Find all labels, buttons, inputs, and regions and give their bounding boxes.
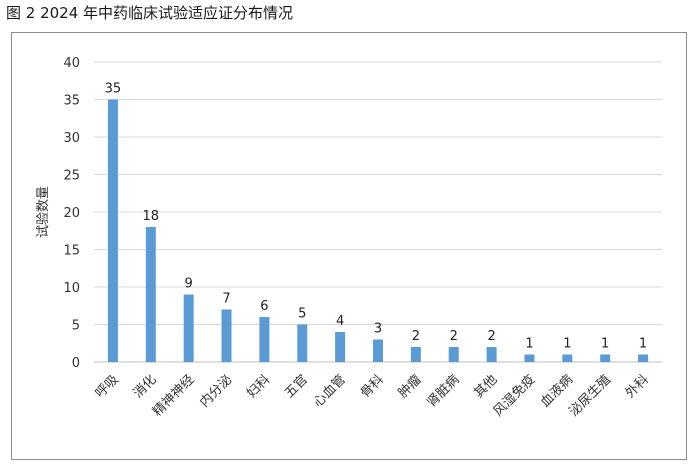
x-tick-label: 泌尿生殖 — [566, 372, 614, 420]
bars — [107, 99, 649, 362]
x-tick-label: 消化 — [131, 372, 160, 401]
figure-caption: 图 2 2024 年中药临床试验适应证分布情况 — [6, 4, 294, 22]
y-axis-label: 试验数量 — [35, 186, 51, 238]
y-tick-label: 5 — [72, 319, 80, 334]
x-tick-label: 五官 — [281, 372, 311, 402]
data-labels: 35 18 9 7 6 5 4 3 2 2 2 1 1 1 1 — [105, 82, 648, 352]
bar — [448, 347, 459, 362]
x-tick-label: 骨科 — [358, 372, 387, 401]
bar — [145, 227, 156, 362]
data-label: 1 — [639, 337, 647, 352]
data-label: 2 — [487, 329, 495, 344]
y-tick-label: 0 — [72, 356, 80, 371]
x-tick-label: 内分泌 — [196, 372, 235, 411]
data-label: 1 — [563, 337, 571, 352]
data-label: 1 — [525, 337, 533, 352]
y-tick-label: 25 — [63, 169, 80, 184]
bar — [183, 294, 194, 362]
gridlines — [94, 61, 662, 363]
x-tick-label: 肾脏病 — [424, 372, 462, 410]
x-tick-label: 其他 — [471, 372, 500, 401]
y-tick-label: 35 — [63, 94, 80, 109]
data-label: 9 — [185, 277, 193, 292]
x-tick-label: 精神神经 — [150, 372, 197, 419]
y-tick-label: 30 — [63, 131, 80, 146]
bar — [410, 347, 421, 362]
bar — [335, 332, 346, 362]
data-label: 2 — [412, 329, 420, 344]
bar — [297, 324, 308, 362]
y-tick-label: 40 — [63, 56, 80, 71]
x-tick-label: 风湿免疫 — [490, 372, 538, 420]
data-label: 2 — [450, 329, 458, 344]
bar — [221, 309, 232, 362]
y-tick-label: 20 — [63, 206, 80, 221]
y-tick-label: 10 — [63, 281, 80, 296]
data-label: 7 — [222, 292, 230, 307]
data-label: 3 — [374, 322, 382, 337]
data-label: 1 — [601, 337, 609, 352]
bar — [373, 339, 383, 362]
data-label: 4 — [336, 314, 344, 329]
data-label: 18 — [143, 209, 160, 224]
bar — [600, 354, 611, 362]
bar — [259, 317, 270, 362]
x-tick-label: 外科 — [623, 372, 652, 401]
x-tick-label: 呼吸 — [93, 372, 122, 401]
y-tick-label: 15 — [63, 244, 80, 259]
bar — [486, 347, 497, 362]
x-tick-label: 心血管 — [311, 372, 349, 410]
data-label: 35 — [105, 82, 122, 97]
data-label: 6 — [260, 299, 268, 314]
x-tick-label: 妇科 — [244, 372, 274, 402]
chart-frame — [11, 32, 687, 460]
x-tick-label: 肿瘤 — [395, 372, 425, 402]
bar — [562, 354, 573, 362]
y-axis-ticks: 0 5 10 15 20 25 30 35 40 — [63, 56, 80, 371]
bar — [524, 354, 535, 362]
bar — [107, 99, 118, 362]
data-label: 5 — [298, 307, 306, 322]
bar — [638, 354, 649, 362]
